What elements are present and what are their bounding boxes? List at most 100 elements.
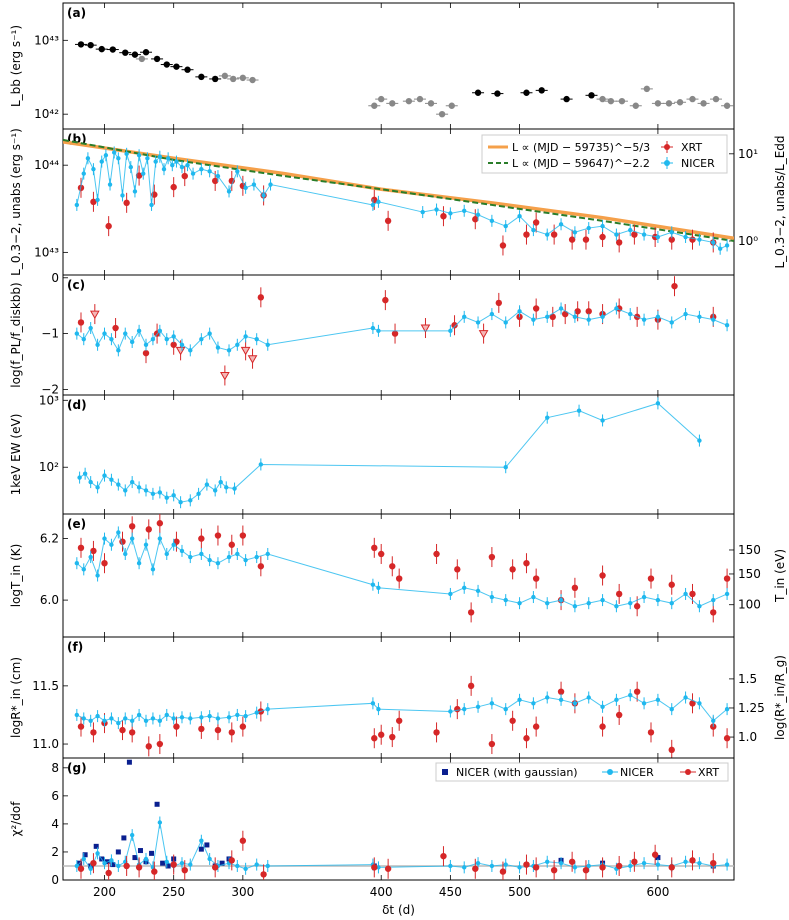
- data-point: [77, 544, 85, 552]
- data-point: [90, 198, 97, 206]
- series-black-bins: [74, 41, 598, 103]
- data-point: [132, 189, 138, 194]
- data-point: [198, 73, 205, 81]
- data-point: [697, 860, 702, 866]
- data-point: [103, 153, 109, 158]
- y2-tick-label: 1.25: [738, 701, 765, 715]
- data-point: [131, 51, 139, 58]
- data-point: [123, 862, 130, 870]
- data-point: [669, 230, 674, 235]
- series-nicer: [74, 146, 730, 255]
- data-point: [475, 320, 481, 325]
- data-point: [462, 585, 467, 590]
- data-point: [98, 45, 105, 53]
- data-point: [420, 209, 425, 215]
- data-point: [136, 153, 142, 158]
- data-point: [489, 594, 495, 600]
- y-axis-label: χ²/dof: [9, 801, 23, 837]
- data-point: [711, 240, 716, 245]
- y2-tick-label: 10¹: [738, 147, 758, 161]
- data-point: [254, 710, 259, 715]
- y-tick-label: 6.0: [40, 593, 59, 607]
- y-axis-label: log(f_PL/f_diskbb): [9, 282, 23, 387]
- data-point: [671, 282, 678, 290]
- data-point: [204, 842, 210, 848]
- data-point: [105, 869, 112, 877]
- data-point: [448, 591, 453, 597]
- data-point: [90, 547, 97, 555]
- data-point: [615, 239, 623, 246]
- data-point: [517, 697, 522, 703]
- data-point: [141, 171, 146, 176]
- legend-label: L ∝ (MJD − 59735)^−5/3: [512, 141, 650, 154]
- data-point: [628, 311, 633, 317]
- data-point: [655, 314, 661, 320]
- data-point: [112, 324, 119, 332]
- data-point: [376, 199, 381, 205]
- y-tick-label: 6: [51, 789, 59, 803]
- data-point: [105, 222, 112, 230]
- data-point: [265, 706, 270, 712]
- data-point: [151, 868, 158, 875]
- data-point: [129, 339, 135, 345]
- data-point: [370, 325, 376, 331]
- data-point: [669, 320, 674, 325]
- data-point: [265, 342, 270, 347]
- data-point: [376, 585, 381, 590]
- data-point: [110, 862, 116, 868]
- panel-frame: [62, 2, 735, 130]
- data-point: [478, 330, 489, 339]
- data-point: [588, 92, 595, 99]
- data-point: [448, 863, 453, 869]
- data-point: [226, 189, 232, 194]
- data-point: [723, 575, 731, 582]
- data-point: [371, 864, 378, 871]
- data-point: [87, 41, 94, 49]
- data-point: [82, 852, 88, 858]
- data-point: [243, 866, 248, 871]
- data-point: [164, 336, 169, 342]
- data-point: [697, 604, 702, 609]
- data-point: [165, 156, 171, 161]
- data-point: [572, 314, 578, 320]
- data-point: [532, 305, 540, 312]
- data-point: [683, 234, 688, 240]
- data-point: [95, 485, 100, 490]
- data-point: [517, 309, 522, 314]
- series-xrt: [77, 514, 731, 623]
- data-point: [239, 837, 247, 844]
- data-point: [454, 566, 461, 573]
- data-point: [462, 208, 467, 213]
- data-point: [179, 860, 185, 866]
- data-point: [142, 349, 150, 357]
- data-point: [224, 485, 229, 490]
- data-point: [179, 548, 185, 554]
- data-point: [171, 334, 176, 339]
- data-point: [655, 855, 661, 861]
- data-point: [136, 712, 142, 718]
- data-point: [633, 688, 641, 695]
- panel-label: (c): [67, 278, 85, 292]
- data-point: [143, 488, 149, 493]
- data-point: [545, 695, 550, 700]
- data-point: [614, 604, 619, 609]
- data-point: [697, 314, 702, 320]
- data-point: [135, 172, 143, 179]
- data-point: [655, 401, 661, 406]
- data-point: [724, 243, 730, 248]
- data-point: [199, 715, 204, 720]
- data-point: [129, 479, 135, 485]
- data-point: [251, 182, 257, 187]
- legend-marker: [442, 769, 448, 775]
- data-point: [378, 731, 385, 738]
- data-point: [188, 498, 193, 503]
- data-point: [212, 488, 218, 493]
- data-point: [632, 102, 639, 109]
- data-point: [240, 346, 251, 356]
- series-gray-bins: [135, 55, 734, 118]
- data-point: [219, 860, 225, 866]
- data-point: [116, 156, 121, 161]
- data-point: [101, 560, 108, 567]
- data-point: [165, 863, 171, 869]
- data-point: [448, 709, 453, 714]
